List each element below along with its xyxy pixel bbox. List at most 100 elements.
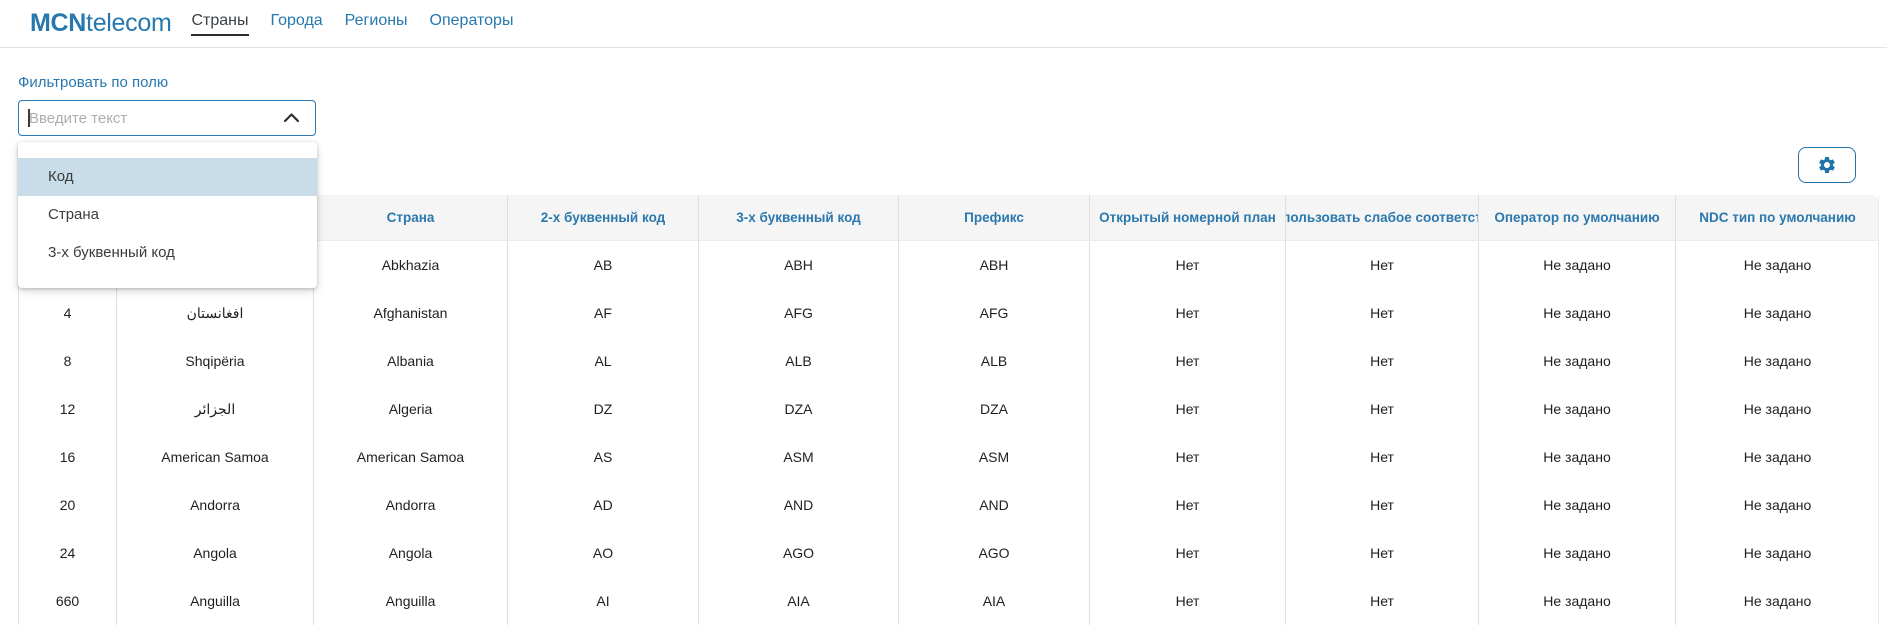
tab-countries[interactable]: Страны — [191, 12, 249, 36]
cell: Не задано — [1478, 433, 1675, 481]
cell: Нет — [1285, 289, 1478, 337]
column-header-country: Страна — [313, 195, 507, 240]
table-row[interactable]: 4 افغانستان Afghanistan AF AFG AFG Нет Нет Не за… — [19, 289, 1878, 337]
cell: 12 — [59, 401, 76, 417]
main-nav: Страны Города Регионы Операторы — [191, 12, 513, 36]
cell: Не задано — [1478, 289, 1675, 337]
cell: DZA — [898, 385, 1089, 433]
dropdown-option-3letter-code[interactable]: 3-х буквенный код — [48, 244, 175, 261]
cell: AIA — [698, 577, 898, 625]
cell: Нет — [1089, 481, 1285, 529]
cell: Нет — [1089, 337, 1285, 385]
countries-table: Страна 2-х буквенный код 3-х буквенный к… — [18, 195, 1879, 625]
cell: Albania — [313, 337, 507, 385]
cell: Нет — [1285, 385, 1478, 433]
cell: AFG — [898, 289, 1089, 337]
cell: AD — [507, 481, 698, 529]
tab-regions[interactable]: Регионы — [344, 11, 408, 29]
cell: Не задано — [1675, 289, 1879, 337]
dropdown-option-code[interactable]: Код — [18, 158, 317, 196]
cell: ABH — [698, 241, 898, 289]
chevron-up-icon[interactable] — [283, 112, 300, 123]
cell: ABH — [898, 241, 1089, 289]
text-caret — [28, 109, 30, 127]
cell: AIA — [898, 577, 1089, 625]
cell: AND — [698, 481, 898, 529]
dropdown-option-country[interactable]: Страна — [48, 206, 100, 223]
cell: Не задано — [1675, 529, 1879, 577]
brand-logo-bold: MCN — [30, 9, 87, 37]
cell: AND — [898, 481, 1089, 529]
column-header-open-numbering-plan: Открытый номерной план — [1089, 195, 1285, 240]
settings-button[interactable] — [1798, 147, 1856, 183]
cell: ALB — [698, 337, 898, 385]
cell: AFG — [698, 289, 898, 337]
table-row[interactable]: 660 Anguilla Anguilla AI AIA AIA Нет Нет Не зада… — [19, 577, 1878, 625]
gear-icon — [1819, 157, 1835, 173]
cell: AI — [507, 577, 698, 625]
cell: Не задано — [1478, 337, 1675, 385]
cell: Нет — [1285, 577, 1478, 625]
cell: Не задано — [1478, 529, 1675, 577]
cell: DZ — [507, 385, 698, 433]
cell: Нет — [1089, 577, 1285, 625]
brand-logo[interactable]: MCNtelecom — [30, 9, 172, 38]
table-row[interactable]: 24 Angola Angola AO AGO AGO Нет Нет Не задано Не … — [19, 529, 1878, 577]
cell: Нет — [1089, 385, 1285, 433]
cell: ALB — [898, 337, 1089, 385]
cell: Нет — [1285, 529, 1478, 577]
cell: Не задано — [1675, 385, 1879, 433]
cell: 20 — [59, 497, 76, 513]
cell: Не задано — [1675, 577, 1879, 625]
cell: Нет — [1285, 241, 1478, 289]
table-row[interactable]: Abkhazia AB ABH ABH Нет Нет Не задано Не задано — [19, 241, 1878, 289]
cell: Andorra — [313, 481, 507, 529]
cell: AGO — [698, 529, 898, 577]
column-header-prefix: Префикс — [898, 195, 1089, 240]
cell: Нет — [1089, 433, 1285, 481]
table-row[interactable]: 16 American Samoa American Samoa AS ASM ASM Не… — [19, 433, 1878, 481]
cell: Не задано — [1478, 481, 1675, 529]
cell: ASM — [898, 433, 1089, 481]
table-body: Abkhazia AB ABH ABH Нет Нет Не задано Не задано… — [19, 241, 1878, 625]
tab-operators[interactable]: Операторы — [429, 11, 514, 29]
cell: Не задано — [1478, 241, 1675, 289]
cell: Нет — [1285, 337, 1478, 385]
cell: Anguilla — [116, 577, 313, 625]
cell: AO — [507, 529, 698, 577]
cell: افغانستان — [116, 289, 313, 337]
cell: Shqipëria — [116, 337, 313, 385]
cell: Не задано — [1478, 577, 1675, 625]
brand-logo-regular: telecom — [86, 9, 172, 37]
table-header-row: Страна 2-х буквенный код 3-х буквенный к… — [19, 195, 1878, 241]
table-row[interactable]: 12 الجزائر Algeria DZ DZA DZA Нет Нет Не задано Н… — [19, 385, 1878, 433]
cell: Angola — [313, 529, 507, 577]
table-row[interactable]: 20 Andorra Andorra AD AND AND Нет Нет Не задано Н… — [19, 481, 1878, 529]
tab-cities[interactable]: Города — [270, 11, 323, 29]
cell: Afghanistan — [313, 289, 507, 337]
cell: AS — [507, 433, 698, 481]
cell: Нет — [1285, 433, 1478, 481]
cell: AB — [507, 241, 698, 289]
cell: Algeria — [313, 385, 507, 433]
cell: Нет — [1089, 289, 1285, 337]
cell: Angola — [116, 529, 313, 577]
filter-dropdown: Код Страна 3-х буквенный код — [18, 142, 317, 288]
cell: 16 — [59, 449, 76, 465]
cell: AGO — [898, 529, 1089, 577]
cell: Не задано — [1478, 385, 1675, 433]
cell: Не задано — [1675, 481, 1879, 529]
table-row[interactable]: 8 Shqipëria Albania AL ALB ALB Нет Нет Не задано… — [19, 337, 1878, 385]
cell: 660 — [55, 593, 80, 609]
column-header-weak-match: пользовать слабое соответст — [1285, 195, 1478, 240]
cell: ASM — [698, 433, 898, 481]
cell: الجزائر — [116, 385, 313, 433]
cell: Не задано — [1675, 241, 1879, 289]
filter-field-label: Фильтровать по полю — [18, 74, 169, 91]
filter-combobox-input[interactable] — [18, 100, 316, 136]
cell: Abkhazia — [313, 241, 507, 289]
cell: 24 — [59, 545, 76, 561]
cell: American Samoa — [313, 433, 507, 481]
cell: AF — [507, 289, 698, 337]
cell: DZA — [698, 385, 898, 433]
